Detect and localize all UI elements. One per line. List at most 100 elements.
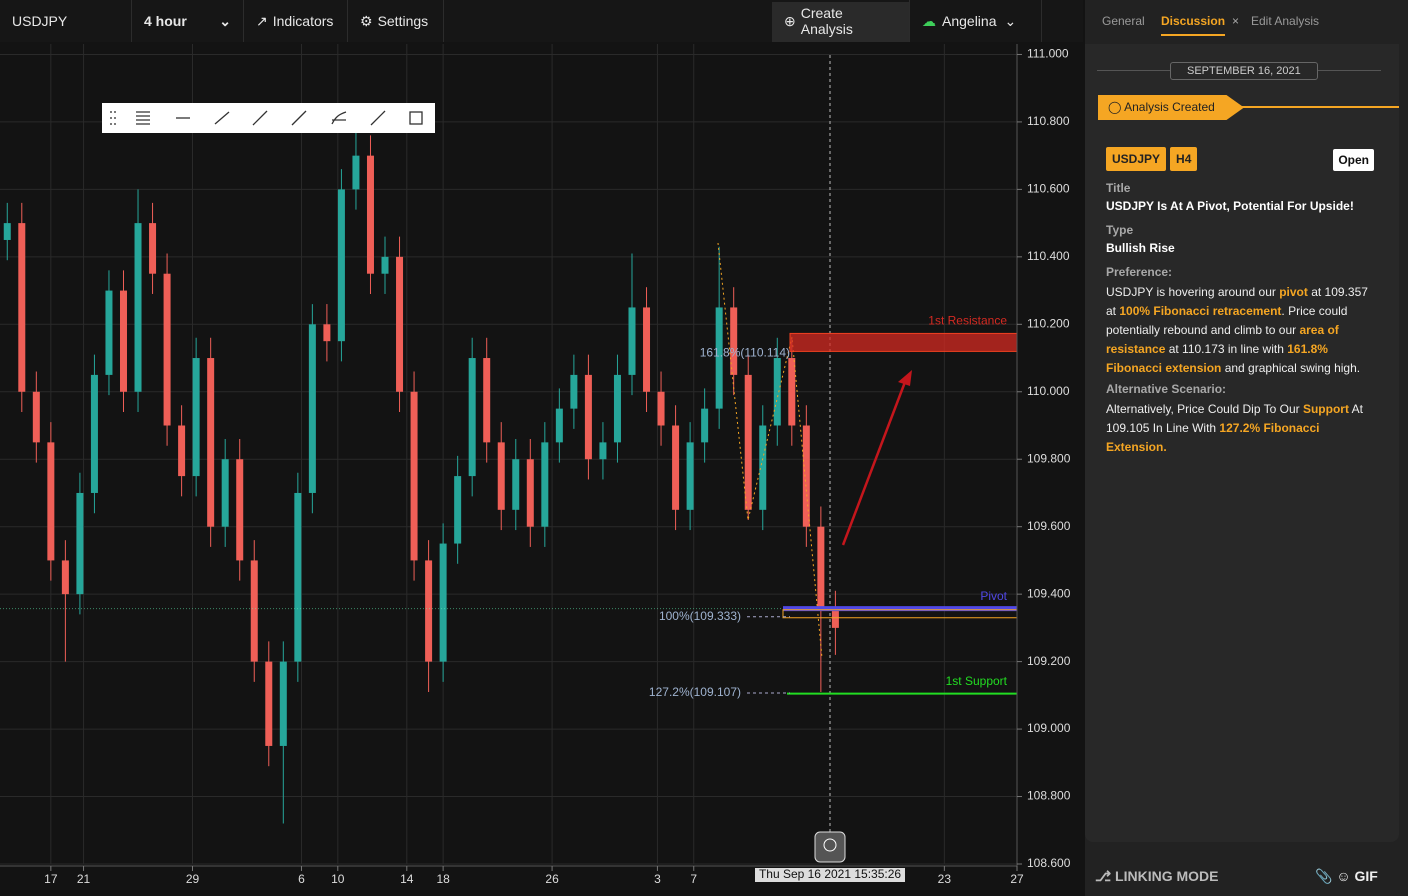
arrow-head [898, 370, 912, 386]
event-rule [1099, 106, 1399, 108]
preference-label: Preference: [1106, 265, 1173, 279]
candle-body [163, 273, 171, 426]
candle-body [599, 442, 607, 460]
highlight: area of resistance [1106, 323, 1339, 356]
side-panel: General Discussion × Edit Analysis SEPTEMBE… [1085, 0, 1408, 896]
candle-body [192, 358, 200, 477]
indicators-text: Indicators [272, 13, 334, 29]
candle-body [90, 374, 98, 493]
y-tick-label: 110.200 [1027, 316, 1070, 330]
event: ◯ Analysis Created [1098, 95, 1244, 120]
symbol[interactable]: USDJPY [0, 0, 132, 42]
x-tick-label: 14 [400, 872, 414, 886]
crosshair-badge [755, 868, 905, 882]
candle-body [788, 358, 796, 426]
y-tick-label: 110.600 [1027, 182, 1070, 196]
settings-text: Settings [377, 13, 429, 29]
candle-body [134, 223, 142, 392]
highlight: Support [1302, 402, 1349, 416]
alternative-label: Alternative Scenario: [1106, 382, 1227, 396]
fib-label: 127.2%(109.107) [649, 685, 741, 699]
highlight: 161.8% Fibonacci extension [1106, 342, 1328, 375]
fib-label: 100%(109.333) [659, 609, 741, 623]
tags: USDJPY H4 [1106, 147, 1374, 171]
interval[interactable]: 4 hour ⌄ [132, 0, 244, 42]
x-tick-label: 7 [690, 872, 697, 886]
icon: ⊕ [784, 12, 796, 29]
field-value: USDJPY Is At A Pivot, Potential For Upsi… [1106, 199, 1354, 213]
status[interactable]: Open [1333, 149, 1374, 171]
text: Alternatively, Price Could Dip To Our [1106, 402, 1303, 416]
candle-body [439, 543, 447, 662]
attach[interactable]: 📎 [1315, 868, 1333, 884]
emoji[interactable]: ☺ [1336, 868, 1351, 884]
discussion-card: SEPTEMBER 16, 2021 ◯ Analysis Created US… [1085, 44, 1399, 842]
candle-body [584, 374, 592, 460]
x-tick-label: 6 [298, 872, 305, 886]
tab[interactable]: Edit Analysis [1251, 14, 1320, 28]
idea-button[interactable] [814, 831, 846, 863]
linking-text: LINKING MODE [1115, 868, 1219, 884]
create-bg [772, 2, 910, 42]
tool-channel[interactable] [331, 111, 347, 125]
candle-body [3, 223, 11, 240]
footer-actions: 📎 ☺ GIF [1315, 868, 1378, 885]
settings[interactable]: ⚙ Settings [348, 0, 444, 42]
tool-fib[interactable] [136, 111, 150, 125]
candle-body [454, 476, 462, 544]
tool-pattern[interactable] [370, 110, 386, 126]
resistance-zone [789, 332, 1018, 352]
icon: ⚙ [360, 12, 373, 29]
candle-body [381, 256, 389, 274]
text: at 110.173 in line with [1165, 342, 1288, 356]
candle-body [730, 307, 738, 375]
gif[interactable]: GIF [1354, 868, 1378, 884]
candle-body [61, 560, 69, 595]
tab[interactable]: General [1102, 14, 1145, 28]
highlight: pivot [1279, 285, 1308, 299]
tool-rect[interactable] [409, 111, 423, 125]
x-tick-label: 17 [44, 872, 58, 886]
idea-icon [823, 838, 837, 852]
candle-body [366, 155, 374, 274]
candle-body [294, 492, 302, 662]
candle-body [570, 374, 578, 409]
candle-body [744, 374, 752, 510]
y-tick-label: 110.400 [1027, 249, 1070, 263]
event-text: Analysis Created [1124, 100, 1215, 114]
text: and graphical swing high. [1221, 361, 1361, 375]
preference-text: USDJPY is hovering around our pivot at 1… [1106, 283, 1374, 378]
text: at 109.357 at [1106, 285, 1368, 318]
y-tick-label: 109.400 [1027, 586, 1071, 600]
tool-trend[interactable] [291, 110, 307, 126]
candle-body [178, 425, 186, 477]
candle-body [483, 358, 491, 443]
highlight: 127.2% Fibonacci Extension. [1106, 421, 1320, 454]
y-tick-label: 109.200 [1027, 654, 1071, 668]
user[interactable]: ☁ Angelina ⌄ [910, 0, 1042, 42]
linking-mode[interactable]: ⎇ LINKING MODE [1095, 868, 1219, 884]
y-tick-label: 110.000 [1027, 384, 1070, 398]
candle-body [221, 459, 229, 527]
axes: 108.600 108.800 109.000 109.200 109.400 109.6… [44, 47, 1071, 887]
candle-body [323, 324, 331, 342]
tool-ray[interactable] [214, 111, 230, 125]
crosshair-label: Thu Sep 16 2021 15:35:26 [759, 867, 901, 881]
candle-body [468, 358, 476, 477]
date: SEPTEMBER 16, 2021 [1170, 62, 1318, 80]
drawing-toolbar [102, 103, 435, 133]
y-tick-label: 109.000 [1027, 721, 1071, 735]
tool-line[interactable] [252, 110, 268, 126]
create-analysis[interactable]: ⊕ Create Analysis [772, 0, 910, 42]
y-tick-label: 108.600 [1027, 856, 1071, 870]
symbol-text: USDJPY [12, 13, 68, 29]
candles [3, 128, 839, 824]
candle-body [337, 189, 345, 342]
indicators[interactable]: ↗ Indicators [244, 0, 348, 42]
candle-body [817, 526, 825, 612]
text: USDJPY is hovering around our [1106, 285, 1280, 299]
drag-handle[interactable] [110, 111, 116, 125]
candle-body [628, 307, 636, 375]
create-text: Create Analysis [800, 5, 853, 37]
tab[interactable]: Discussion [1161, 14, 1226, 36]
